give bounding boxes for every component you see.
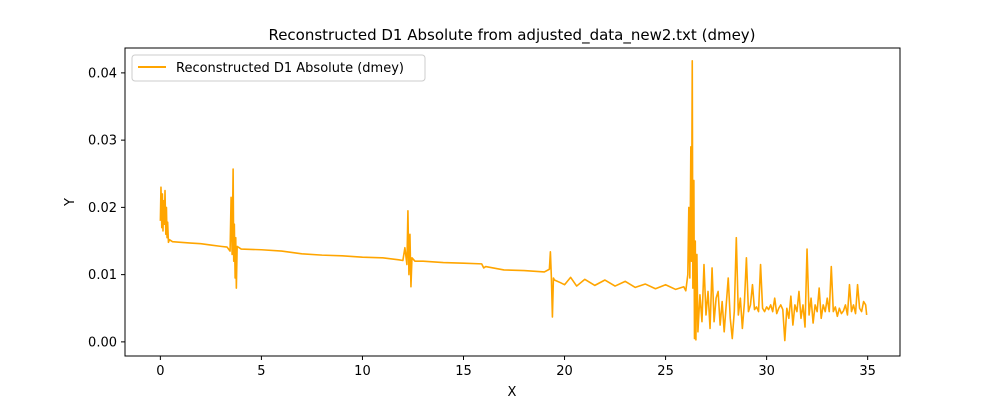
x-tick-label: 35 [859,364,876,379]
x-tick-label: 10 [354,364,371,379]
y-tick-label: 0.02 [88,201,117,216]
x-tick-label: 30 [758,364,775,379]
series-group [159,59,868,342]
y-tick-label: 0.04 [88,66,117,81]
y-tick-label: 0.00 [88,335,117,350]
y-axis: 0.00 0.01 0.02 0.03 0.04 [88,66,125,350]
x-tick-label: 5 [257,364,265,379]
x-tick-label: 0 [156,364,164,379]
y-tick-label: 0.03 [88,134,117,149]
x-tick-label: 20 [556,364,573,379]
y-tick-label: 0.01 [88,268,117,283]
legend: Reconstructed D1 Absolute (dmey) [131,54,426,82]
x-tick-label: 15 [455,364,472,379]
x-tick-label: 25 [657,364,674,379]
y-axis-label: Y [63,198,78,207]
chart-title: Reconstructed D1 Absolute from adjusted_… [268,26,755,45]
legend-box [131,54,426,82]
x-axis: 0 5 10 15 20 25 30 35 [156,356,876,379]
x-axis-label: X [508,385,517,400]
series-line-0 [159,59,868,342]
legend-label: Reconstructed D1 Absolute (dmey) [176,61,404,76]
plot-frame [124,47,901,357]
